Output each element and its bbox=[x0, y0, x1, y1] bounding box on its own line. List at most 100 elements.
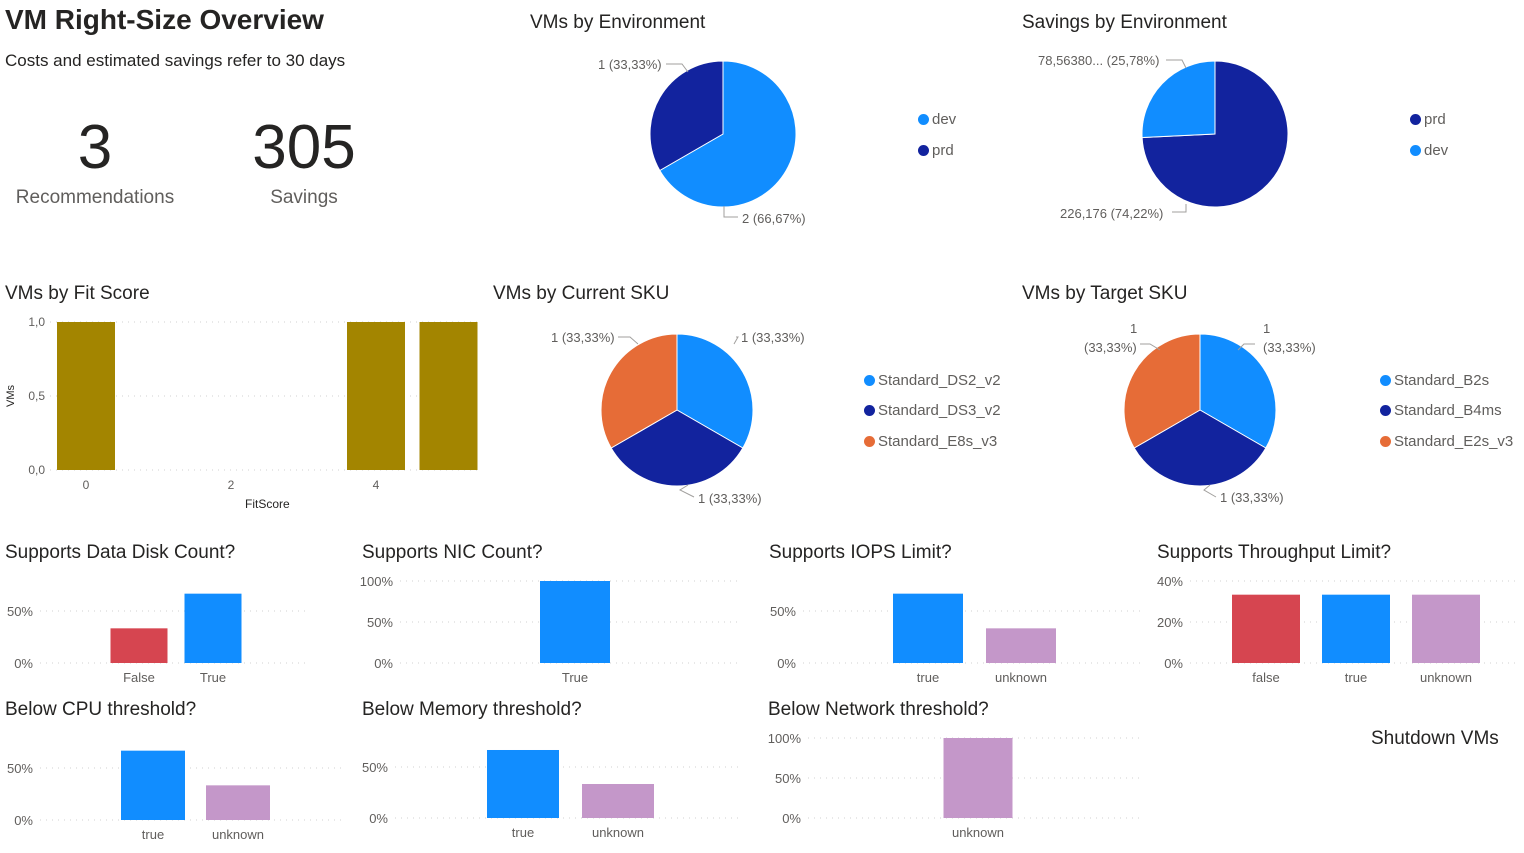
x-tick-label: 0 bbox=[83, 478, 90, 492]
y-tick-label: 0% bbox=[14, 813, 33, 828]
y-tick-label: 50% bbox=[770, 604, 796, 619]
pie-data-label: 226,176 (74,22%) bbox=[1060, 206, 1164, 221]
x-tick-label: true bbox=[142, 827, 164, 842]
leader-line bbox=[733, 336, 739, 345]
chart-title: Supports Throughput Limit? bbox=[1157, 542, 1392, 563]
y-tick-label: 0% bbox=[369, 811, 388, 826]
leader-line bbox=[1203, 484, 1217, 498]
chart-title: VMs by Target SKU bbox=[1022, 283, 1188, 304]
legend-item-dev[interactable]: dev bbox=[918, 111, 956, 128]
legend-item[interactable]: Standard_E8s_v3 bbox=[864, 433, 997, 450]
y-tick-label: 0,5 bbox=[28, 389, 45, 403]
chart-title: VMs by Fit Score bbox=[5, 283, 150, 304]
bar-true bbox=[184, 593, 242, 663]
y-tick-label: 0% bbox=[14, 656, 33, 671]
y-tick-label: 50% bbox=[367, 615, 393, 630]
bar-unknown bbox=[582, 784, 654, 818]
bar-unknown bbox=[986, 628, 1056, 663]
y-tick-label: 1,0 bbox=[28, 315, 45, 329]
bar-true bbox=[540, 581, 610, 663]
y-tick-label: 100% bbox=[360, 574, 394, 589]
x-tick-label: False bbox=[123, 670, 155, 685]
pie-slice-Standard_E2s_v3 bbox=[1123, 333, 1201, 449]
legend-label: Standard_DS2_v2 bbox=[878, 372, 1001, 389]
x-tick-label: True bbox=[200, 670, 226, 685]
legend-marker bbox=[864, 436, 875, 447]
x-tick-label: True bbox=[562, 670, 588, 685]
shutdown-vms-title: Shutdown VMs bbox=[1371, 728, 1499, 749]
pie-slice-dev bbox=[659, 60, 797, 208]
x-tick-label: unknown bbox=[592, 825, 644, 840]
legend-label: dev bbox=[932, 111, 957, 128]
chart-title: Below Network threshold? bbox=[768, 699, 989, 720]
legend-marker bbox=[1380, 436, 1391, 447]
y-tick-label: 50% bbox=[775, 771, 801, 786]
pie-data-label: 1 bbox=[1130, 321, 1138, 336]
y-tick-label: 0,0 bbox=[28, 463, 45, 477]
y-tick-label: 40% bbox=[1157, 574, 1183, 589]
kpi-recommendations-value: 3 bbox=[77, 113, 113, 182]
y-tick-label: 0% bbox=[777, 656, 796, 671]
bar-true bbox=[487, 749, 559, 818]
legend-marker bbox=[1380, 405, 1391, 416]
bar-unknown bbox=[206, 785, 270, 820]
kpi-recommendations-label: Recommendations bbox=[15, 187, 175, 208]
x-axis-label: FitScore bbox=[245, 497, 290, 511]
pie-slice-prd bbox=[649, 60, 724, 172]
legend-marker bbox=[864, 405, 875, 416]
pie-data-label: 1 (33,33%) bbox=[741, 330, 805, 345]
legend-label: dev bbox=[1424, 142, 1449, 159]
pie-data-label: 2 (66,67%) bbox=[742, 211, 806, 226]
legend-marker bbox=[918, 145, 929, 156]
bar-unknown bbox=[943, 738, 1013, 818]
x-tick-label: true bbox=[1345, 670, 1367, 685]
y-axis-label: VMs bbox=[5, 385, 17, 407]
kpi-savings-label: Savings bbox=[270, 187, 338, 208]
x-tick-label: unknown bbox=[1420, 670, 1472, 685]
y-tick-label: 20% bbox=[1157, 615, 1183, 630]
pie-slice-dev bbox=[1141, 60, 1216, 139]
legend-item[interactable]: Standard_DS3_v2 bbox=[864, 402, 1001, 419]
leader-line bbox=[678, 484, 695, 498]
legend-item[interactable]: Standard_B4ms bbox=[1380, 402, 1502, 419]
x-tick-label: true bbox=[917, 670, 939, 685]
bar-fitscore-4 bbox=[347, 322, 405, 470]
legend-item-dev[interactable]: dev bbox=[1410, 142, 1448, 159]
bar-true bbox=[121, 750, 185, 820]
leader-line bbox=[723, 206, 738, 218]
pie-data-label: 1 bbox=[1263, 321, 1271, 336]
chart-title: Below Memory threshold? bbox=[362, 699, 582, 720]
kpi-savings-value: 305 bbox=[252, 113, 356, 182]
chart-title: Below CPU threshold? bbox=[5, 699, 197, 720]
legend-marker bbox=[1410, 114, 1421, 125]
legend-item[interactable]: Standard_E2s_v3 bbox=[1380, 433, 1513, 450]
pie-data-label: 78,56380... (25,78%) bbox=[1038, 53, 1160, 68]
legend-item-prd[interactable]: prd bbox=[1410, 111, 1446, 128]
legend-item-prd[interactable]: prd bbox=[918, 142, 954, 159]
pie-data-label: 1 (33,33%) bbox=[1220, 490, 1284, 505]
legend-item[interactable]: Standard_DS2_v2 bbox=[864, 372, 1001, 389]
y-tick-label: 0% bbox=[782, 811, 801, 826]
pie-data-label: (33,33%) bbox=[1263, 340, 1316, 355]
legend-item[interactable]: Standard_B2s bbox=[1380, 372, 1489, 389]
leader-line bbox=[1166, 59, 1187, 69]
x-tick-label: false bbox=[1252, 670, 1279, 685]
legend-label: Standard_E8s_v3 bbox=[878, 433, 998, 450]
legend-label: prd bbox=[1424, 111, 1446, 128]
pie-slice-Standard_DS2_v2 bbox=[676, 333, 754, 449]
page-subtitle: Costs and estimated savings refer to 30 … bbox=[5, 51, 346, 70]
x-tick-label: true bbox=[512, 825, 534, 840]
chart-title: Supports NIC Count? bbox=[362, 542, 543, 563]
legend-label: Standard_E2s_v3 bbox=[1394, 433, 1514, 450]
y-tick-label: 50% bbox=[7, 761, 33, 776]
legend-label: prd bbox=[932, 142, 954, 159]
pie-data-label: 1 (33,33%) bbox=[598, 57, 662, 72]
legend-marker bbox=[918, 114, 929, 125]
x-tick-label: unknown bbox=[212, 827, 264, 842]
legend-label: Standard_B4ms bbox=[1394, 402, 1502, 419]
bar-unknown bbox=[1412, 594, 1480, 663]
pie-slice-Standard_E8s_v3 bbox=[600, 333, 678, 449]
chart-title: VMs by Current SKU bbox=[493, 283, 670, 304]
y-tick-label: 50% bbox=[7, 604, 33, 619]
